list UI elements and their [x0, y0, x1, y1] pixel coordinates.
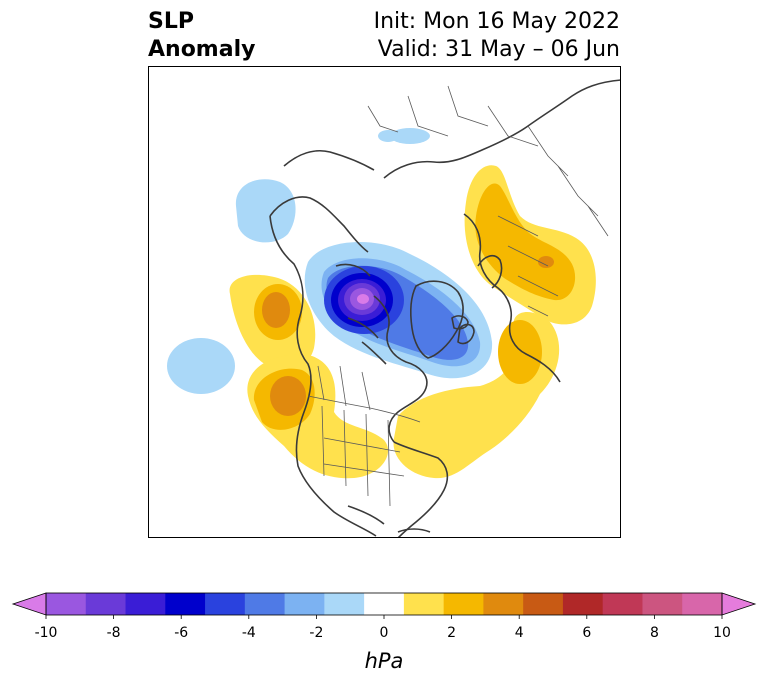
- colorbar-under-arrow: [11, 592, 47, 616]
- colorbar-bin: [562, 593, 604, 615]
- coastline-greenland: [410, 280, 464, 359]
- positive-anomaly-north-atlantic-2: [498, 320, 542, 384]
- political-borders: [307, 85, 609, 507]
- borders-us-states: [321, 405, 405, 507]
- negative-anomaly-areas: [167, 128, 493, 394]
- map-frame: [148, 66, 621, 538]
- valid-date-range: Valid: 31 May – 06 Jun: [377, 37, 620, 62]
- positive-anomaly-areas: [229, 165, 596, 479]
- colorbar-bin: [403, 593, 445, 615]
- positive-anomaly-northeast-pacific-3: [262, 292, 290, 328]
- colorbar-bin: [642, 593, 683, 615]
- colorbar-tick-label: 2: [447, 625, 456, 641]
- coastline-europe: [463, 213, 561, 383]
- coastline-uk: [457, 323, 475, 345]
- colorbar-bin: [165, 593, 206, 615]
- colorbar-tick-label: -6: [174, 625, 188, 641]
- colorbar-bins: [46, 593, 723, 615]
- borders-asia: [367, 85, 609, 237]
- init-date: Init: Mon 16 May 2022: [373, 9, 620, 34]
- title-variable-line1: SLP: [148, 9, 194, 34]
- coastline-gulf: [347, 505, 431, 533]
- coastline-na-west: [269, 215, 377, 537]
- colorbar: -10 -8 -6 -4 -2 0 2 4 6 8 10 hPa: [11, 592, 757, 673]
- positive-anomaly-eurasia-2: [475, 183, 576, 301]
- colorbar-tick-label: -4: [242, 625, 256, 641]
- colorbar-bin: [284, 593, 325, 615]
- positive-anomaly-west-coast-3: [270, 376, 306, 416]
- borders-europe: [497, 215, 559, 317]
- colorbar-tick-label: 0: [380, 625, 389, 641]
- colorbar-tick-label: 4: [515, 625, 524, 641]
- colorbar-tick-label: -8: [107, 625, 121, 641]
- colorbar-bin: [682, 593, 723, 615]
- positive-anomaly-eurasia-3: [538, 256, 554, 268]
- border-us-canada: [307, 395, 421, 423]
- colorbar-bin: [46, 593, 87, 615]
- colorbar-over-arrow: [721, 592, 757, 616]
- colorbar-tick-label: 6: [582, 625, 591, 641]
- colorbar-ticks: -10 -8 -6 -4 -2 0 2 4 6 8 10: [35, 615, 731, 641]
- colorbar-unit-label: hPa: [365, 649, 404, 673]
- negative-anomaly-north-atlantic: [235, 179, 296, 243]
- coastline-alaska: [269, 196, 369, 253]
- coastline-scandinavia: [477, 254, 503, 289]
- negative-anomaly-core: [357, 294, 369, 304]
- colorbar-tick-label: -10: [35, 625, 58, 641]
- slp-anomaly-map: [148, 66, 621, 538]
- borders-canada-provinces: [317, 365, 371, 411]
- colorbar-bin: [244, 593, 286, 615]
- colorbar-bin: [85, 593, 127, 615]
- map-title: SLP Anomaly: [148, 8, 255, 64]
- colorbar-tick-label: 8: [650, 625, 659, 641]
- coastlines: [269, 79, 621, 538]
- negative-anomaly-arctic-small2: [378, 130, 398, 142]
- coastline-eurasia-north: [383, 79, 621, 179]
- anomaly-fill: [167, 79, 621, 538]
- coastline-siberia-east: [283, 150, 375, 171]
- colorbar-bin: [364, 593, 405, 615]
- negative-anomaly-north-pacific: [167, 338, 235, 394]
- colorbar-bin: [205, 593, 246, 615]
- colorbar-bin: [324, 593, 365, 615]
- colorbar-bin: [125, 593, 166, 615]
- colorbar-bin: [602, 593, 643, 615]
- colorbar-tick-label: -2: [309, 625, 323, 641]
- colorbar-bin: [523, 593, 564, 615]
- coastline-archipelago: [335, 263, 387, 365]
- coastline-iceland: [451, 315, 469, 330]
- title-variable-line2: Anomaly: [148, 37, 256, 62]
- colorbar-tick-label: 10: [713, 625, 731, 641]
- colorbar-bin: [483, 593, 524, 615]
- map-dates: Init: Mon 16 May 2022 Valid: 31 May – 06…: [374, 8, 620, 64]
- negative-anomaly-arctic-small: [390, 128, 430, 144]
- colorbar-bin: [443, 593, 484, 615]
